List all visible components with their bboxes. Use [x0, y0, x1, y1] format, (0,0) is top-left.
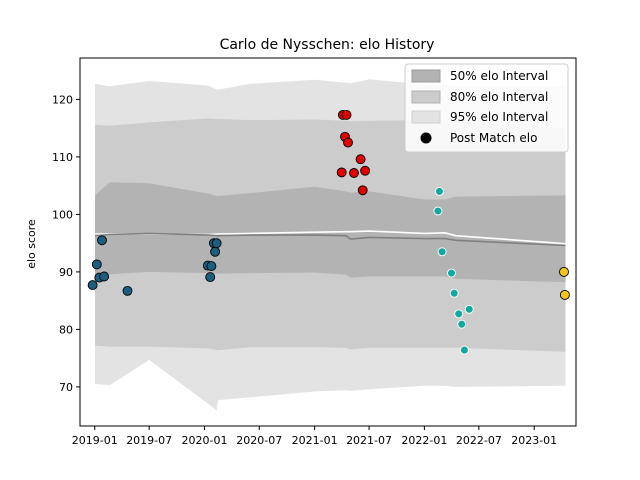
y-tick-label: 100 — [52, 208, 73, 221]
legend: 50% elo Interval 80% elo Interval 95% el… — [404, 63, 569, 153]
data-point — [355, 154, 366, 165]
data-point — [336, 167, 347, 178]
data-point — [99, 271, 110, 282]
data-point — [97, 235, 107, 246]
data-point — [343, 137, 353, 148]
series-2023 — [559, 266, 570, 300]
plot-frame — [79, 57, 577, 427]
legend-swatch-95 — [411, 110, 441, 124]
data-point — [434, 186, 444, 196]
x-tick-label: 2021-07 — [346, 434, 392, 447]
data-point — [449, 288, 459, 298]
y-tick-label: 80 — [59, 323, 73, 336]
x-tick-label: 2021-01 — [292, 434, 338, 447]
data-point — [91, 259, 102, 270]
plot-area — [87, 79, 570, 411]
legend-frame — [404, 63, 569, 153]
series-2020 — [202, 238, 222, 283]
y-tick-label: 120 — [52, 93, 73, 106]
legend-label-80: 80% elo Interval — [450, 90, 548, 104]
data-point — [559, 289, 570, 300]
data-point — [122, 285, 133, 296]
data-point — [457, 319, 467, 329]
legend-label-50: 50% elo Interval — [450, 69, 548, 83]
data-point — [437, 247, 447, 257]
x-tick-label: 2023-01 — [511, 434, 557, 447]
x-tick-label: 2020-01 — [182, 434, 228, 447]
y-axis-label: elo score — [25, 219, 38, 269]
x-tick-label: 2019-01 — [72, 434, 118, 447]
mean-line — [94, 232, 566, 247]
legend-swatch-50 — [411, 69, 441, 83]
series-2022 — [433, 186, 474, 355]
data-point — [210, 246, 221, 257]
data-point — [206, 261, 217, 272]
y-tick-label: 90 — [59, 266, 73, 279]
series-2019 — [87, 235, 133, 296]
data-point — [87, 280, 98, 291]
chart-title: Carlo de Nysschen: elo History — [220, 37, 435, 53]
legend-swatch-80 — [411, 90, 441, 104]
data-point — [341, 109, 352, 120]
data-point — [454, 309, 464, 319]
x-tick-label: 2022-01 — [401, 434, 447, 447]
legend-marker-post-match — [420, 132, 432, 144]
data-point — [464, 304, 474, 314]
data-point — [349, 168, 359, 178]
axis-ticks: 2019-01 2019-07 2020-01 2020-07 2021-01 2021-… — [52, 93, 557, 447]
x-tick-label: 2022-07 — [456, 434, 502, 447]
legend-label-95: 95% elo Interval — [450, 110, 548, 124]
legend-label-post-match: Post Match elo — [450, 131, 537, 145]
data-point — [559, 266, 569, 277]
y-tick-label: 70 — [59, 381, 73, 394]
series-2021 — [336, 109, 371, 196]
data-point — [433, 206, 443, 216]
data-point — [357, 185, 368, 196]
data-point — [211, 238, 222, 249]
x-tick-label: 2020-07 — [236, 434, 282, 447]
y-tick-label: 110 — [52, 151, 73, 164]
data-point — [459, 345, 469, 355]
data-point — [447, 268, 456, 278]
data-point — [360, 165, 371, 176]
data-point — [205, 272, 216, 283]
x-tick-label: 2019-07 — [126, 434, 172, 447]
